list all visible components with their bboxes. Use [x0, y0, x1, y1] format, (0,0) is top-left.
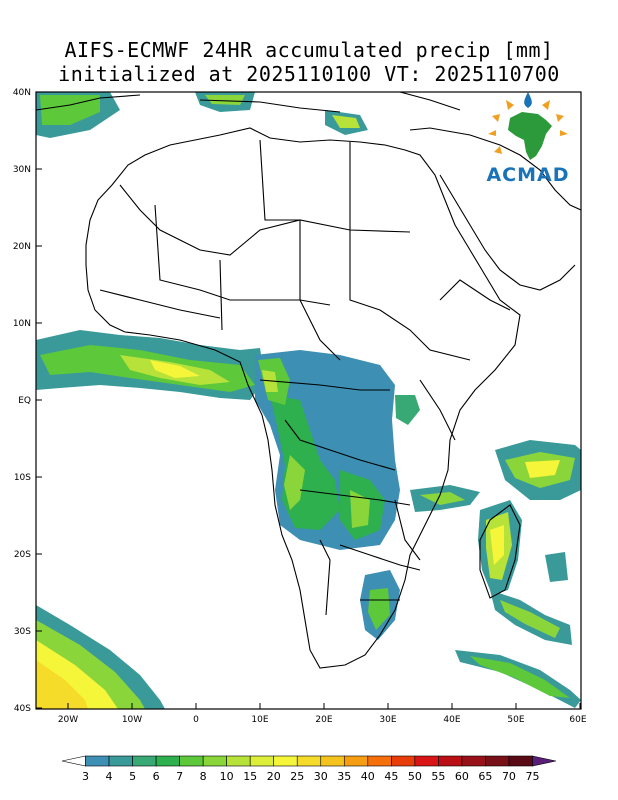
colorbar-label: 55 [431, 770, 445, 783]
africa-coastline [85, 127, 521, 669]
colorbar-label: 10 [220, 770, 234, 783]
x-tick-label: 60E [569, 715, 586, 725]
colorbar-labels: 3 4 5 6 7 8 10 15 20 25 30 35 40 45 50 55 60 65 70 75 [82, 770, 539, 783]
x-tick-label: 30E [379, 715, 396, 725]
water-drop-icon [524, 92, 532, 108]
y-tick-label: 40S [14, 704, 31, 714]
y-tick-label: 30S [14, 627, 31, 637]
colorbar-swatch [202, 755, 227, 767]
colorbar-swatch [391, 755, 416, 767]
colorbar-swatch [132, 755, 157, 767]
x-axis [67, 703, 581, 709]
colorbar-swatch [367, 755, 392, 767]
colorbar-swatch [249, 755, 275, 767]
x-tick-label: 10W [122, 715, 142, 725]
colorbar-swatch [414, 755, 439, 767]
y-tick-label: EQ [18, 396, 31, 406]
precip-field [36, 92, 581, 709]
coastlines [36, 92, 581, 669]
colorbar-label: 8 [200, 770, 207, 783]
colorbar-label: 5 [129, 770, 136, 783]
colorbar-swatch [532, 755, 557, 767]
x-tick-label: 20E [315, 715, 332, 725]
colorbar-label: 35 [337, 770, 351, 783]
colorbar-label: 15 [243, 770, 257, 783]
colorbar-swatch [508, 755, 533, 767]
acmad-logo-text: ACMAD [486, 164, 570, 186]
colorbar-label: 7 [176, 770, 183, 783]
colorbar-swatch [296, 755, 322, 767]
y-tick-label: 10S [14, 473, 31, 483]
y-tick-label: 20S [14, 550, 31, 560]
madagascar-coastline [479, 504, 521, 599]
colorbar-label: 45 [384, 770, 398, 783]
x-tick-label: 50E [507, 715, 524, 725]
africa-map-icon [508, 112, 552, 160]
colorbar-label: 30 [314, 770, 328, 783]
y-tick-label: 40N [13, 88, 31, 98]
colorbar-swatch [155, 755, 180, 767]
colorbar-label: 4 [106, 770, 113, 783]
colorbar-label: 40 [361, 770, 375, 783]
colorbar-label: 25 [290, 770, 304, 783]
colorbar-label: 60 [455, 770, 469, 783]
colorbar-label: 3 [82, 770, 89, 783]
y-tick-label: 10N [13, 319, 31, 329]
colorbar-swatch [85, 755, 110, 767]
colorbar-label: 6 [153, 770, 160, 783]
colorbar-swatch [179, 755, 204, 767]
x-tick-label: 0 [193, 715, 199, 725]
y-axis [36, 91, 42, 709]
colorbar-swatch [461, 755, 486, 767]
y-tick-label: 20N [13, 242, 31, 252]
colorbar [61, 755, 557, 767]
x-tick-label: 10E [251, 715, 268, 725]
colorbar-label: 70 [502, 770, 516, 783]
x-tick-label: 20W [58, 715, 78, 725]
colorbar-label: 65 [478, 770, 492, 783]
colorbar-label: 50 [408, 770, 422, 783]
colorbar-swatch [108, 755, 133, 767]
map-title-line-2: initialized at 2025110100 VT: 2025110700 [58, 62, 560, 86]
y-tick-label: 30N [13, 165, 31, 175]
colorbar-swatch [343, 755, 369, 767]
colorbar-label: 75 [525, 770, 539, 783]
map-title-line-1: AIFS-ECMWF 24HR accumulated precip [mm] [64, 38, 554, 62]
colorbar-swatch [485, 755, 510, 767]
colorbar-swatch [273, 755, 298, 767]
x-tick-label: 40E [443, 715, 460, 725]
colorbar-swatch [226, 755, 251, 767]
colorbar-swatch [438, 755, 463, 767]
acmad-logo [488, 92, 568, 160]
colorbar-swatch [61, 755, 86, 767]
colorbar-label: 20 [267, 770, 281, 783]
colorbar-swatch [320, 755, 345, 767]
